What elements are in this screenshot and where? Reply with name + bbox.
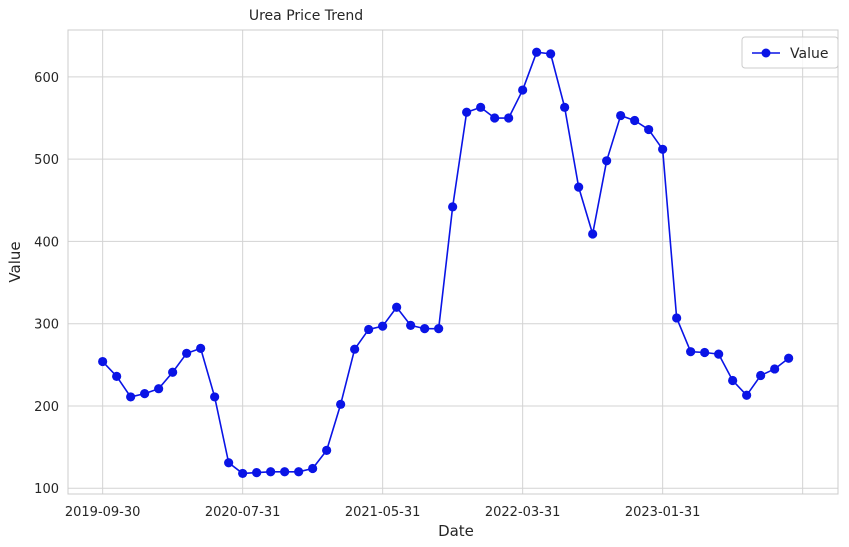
x-tick-label: 2022-03-31: [485, 505, 561, 520]
y-tick-label: 500: [34, 153, 59, 168]
data-point: [154, 384, 164, 394]
y-tick-label: 600: [34, 71, 59, 86]
data-point: [98, 356, 108, 367]
data-point: [742, 390, 752, 400]
x-axis-label: Date: [438, 522, 474, 540]
data-point: [126, 392, 136, 402]
x-axis-ticks: 2019-09-30 2020-07-31 2021-05-31 2022-03-31…: [65, 505, 701, 520]
data-point: [546, 49, 556, 59]
data-point: [308, 463, 318, 474]
y-axis-label: Value: [6, 241, 24, 282]
y-axis-ticks: 100 200 300 400 500 600: [34, 71, 59, 497]
data-point: [476, 102, 486, 112]
data-point: [630, 115, 640, 126]
x-tick-label: 2020-07-31: [205, 505, 281, 520]
series-group: [98, 47, 794, 479]
data-point: [602, 156, 612, 166]
data-point: [266, 467, 276, 477]
data-point: [784, 353, 794, 363]
data-point: [686, 347, 696, 357]
data-point: [518, 85, 528, 95]
legend: Value: [741, 36, 839, 69]
data-point: [700, 347, 710, 358]
y-tick-label: 300: [34, 318, 59, 333]
data-point: [588, 229, 598, 239]
data-point: [434, 324, 444, 334]
data-point: [112, 371, 122, 381]
legend-label: Value: [790, 46, 828, 62]
data-point: [714, 349, 724, 359]
data-point: [168, 367, 178, 377]
legend-marker-swatch: [761, 48, 771, 58]
legend-box: [741, 36, 839, 69]
data-point: [770, 364, 780, 374]
data-point: [672, 313, 682, 323]
data-point: [294, 467, 304, 477]
data-point: [420, 324, 430, 334]
data-point: [224, 458, 234, 468]
data-point: [140, 389, 150, 399]
data-point: [504, 113, 514, 123]
data-point: [252, 468, 262, 478]
data-point: [196, 343, 206, 353]
grid: [68, 30, 838, 494]
y-tick-label: 400: [34, 235, 59, 250]
data-point: [560, 102, 570, 112]
data-point: [406, 320, 416, 330]
data-point: [322, 445, 332, 455]
data-point: [490, 113, 500, 123]
data-point: [658, 144, 668, 154]
data-point: [378, 321, 388, 331]
y-tick-label: 100: [34, 482, 59, 497]
data-point: [350, 344, 360, 354]
x-tick-label: 2019-09-30: [65, 505, 141, 520]
data-point: [364, 324, 374, 335]
plot-frame: [67, 29, 839, 495]
x-tick-label: 2023-01-31: [625, 505, 701, 520]
data-point: [728, 375, 738, 386]
data-point: [448, 202, 458, 212]
data-point: [532, 47, 542, 57]
data-point: [182, 348, 192, 358]
data-point: [336, 399, 346, 409]
data-point: [210, 392, 220, 402]
data-point: [644, 124, 654, 135]
data-point: [574, 182, 584, 192]
chart-title: Urea Price Trend: [249, 8, 363, 24]
series-line: [102, 51, 790, 475]
x-tick-label: 2021-05-31: [345, 505, 421, 520]
data-point: [756, 370, 766, 381]
y-tick-label: 200: [34, 400, 59, 415]
data-point: [462, 107, 472, 117]
data-point: [616, 110, 626, 121]
data-point: [280, 467, 290, 477]
data-point: [392, 302, 402, 312]
data-point: [238, 468, 248, 479]
